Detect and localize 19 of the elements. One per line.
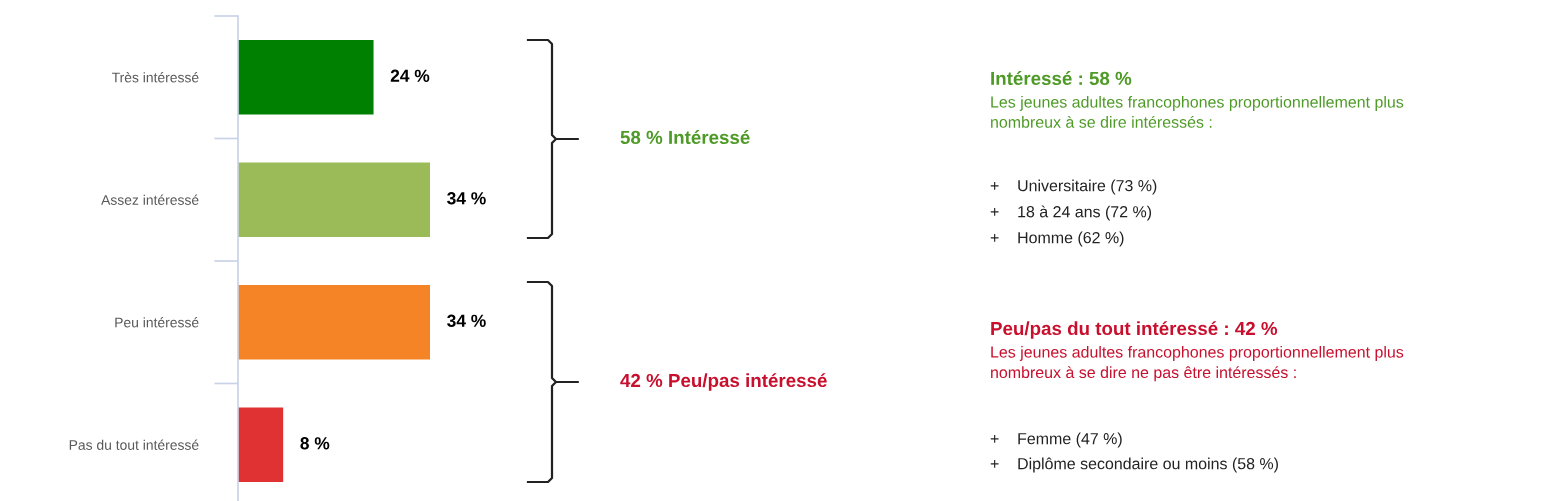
text: + 18 à 24 ans (72 %) [990, 205, 1152, 221]
data-label: 34 % [447, 314, 486, 327]
data-label: 34 % [447, 192, 486, 205]
text: + Femme (47 %) [990, 432, 1122, 448]
text: Intéressé : 58 % [991, 71, 1132, 86]
text: 42 % Peu/pas intéressé [620, 373, 827, 391]
text: + Diplôme secondaire ou moins (58 %) [990, 457, 1278, 473]
text: Les jeunes adultes francophones proportionnellement plus nombreux à se dire intéressés : [991, 96, 1404, 128]
y-tick-label: Pas du tout intéressé [69, 439, 199, 450]
text: + Homme (62 %) [990, 231, 1124, 247]
data-label: 24 % [390, 69, 430, 82]
text: + Universitaire (73 %) [990, 179, 1157, 195]
text: 58 % Intéressé [620, 130, 750, 145]
y-tick-label: Assez intéressé [101, 194, 199, 205]
text: Peu/pas du tout intéressé : 42 % [991, 321, 1278, 339]
data-label: 8 % [300, 437, 330, 450]
y-tick-label: Très intéressé [111, 72, 199, 83]
y-tick-label: Peu intéressé [115, 317, 199, 328]
text: Les jeunes adultes francophones proportionnellement plus nombreux à se dire ne pas être intéressés : [991, 346, 1404, 382]
